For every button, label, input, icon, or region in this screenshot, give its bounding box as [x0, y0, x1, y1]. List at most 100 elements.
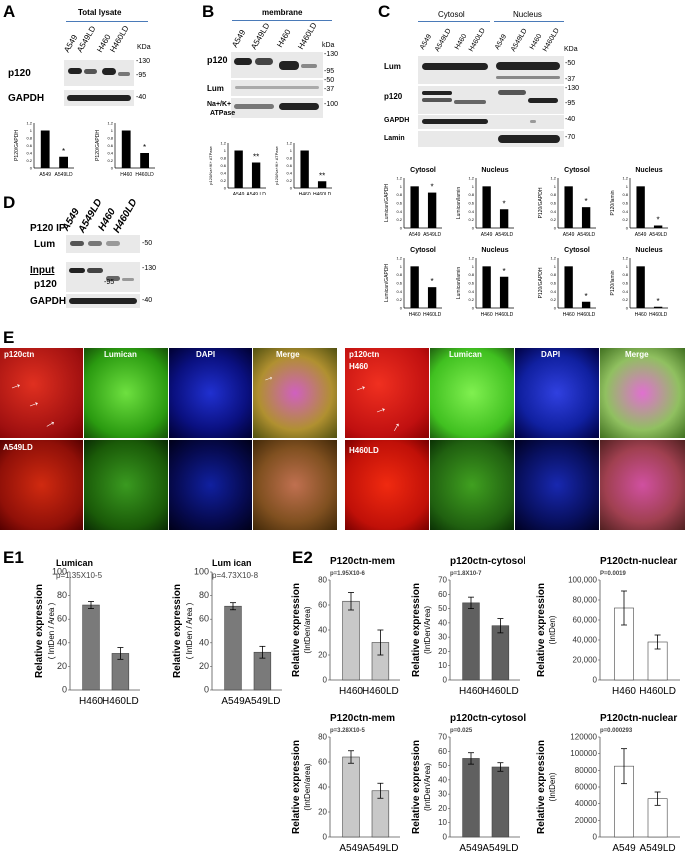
- category-label: A549: [339, 843, 363, 854]
- bar: [251, 162, 261, 188]
- tick-label: 0: [472, 306, 475, 311]
- tick-label: 0.6: [26, 143, 32, 148]
- tick-label: 0.6: [107, 143, 113, 148]
- tick-label: 0: [323, 676, 328, 685]
- bar: [564, 186, 573, 228]
- tile-merge-bottom: [253, 440, 337, 530]
- category-label: H460LD: [423, 312, 442, 318]
- category-label: A549LD: [577, 232, 595, 238]
- tick-label: 0.6: [550, 281, 556, 286]
- chart-title: Cytosol: [564, 167, 590, 174]
- bar: [499, 209, 509, 228]
- marker: -50: [324, 77, 335, 84]
- category-label: H460LD: [649, 312, 668, 318]
- group-cytosol: Cytosol: [438, 10, 465, 19]
- lane-label: A549: [493, 33, 509, 51]
- category-label: A549: [459, 843, 483, 854]
- tick-label: 0.8: [107, 136, 113, 141]
- chart-e2-6: P120ctn-nuclear p=0.000293 Relative expres…: [536, 713, 680, 854]
- tick-label: 0.2: [396, 217, 402, 222]
- chart-title: Cytosol: [564, 247, 590, 254]
- marker: -50: [565, 60, 576, 67]
- tile-dapi-top: [515, 348, 599, 438]
- chart-title: P120ctn-nuclear: [600, 556, 677, 567]
- bar: [482, 266, 491, 308]
- tick-label: 1.2: [286, 141, 292, 146]
- chart-c-7: Cytosol P120/GAPDH 1.2 1 0.8 0.6 0.4 0.2 0 H460 H4…: [538, 247, 596, 318]
- tick-label: 0.6: [550, 201, 556, 206]
- col-label: p120ctn: [349, 350, 380, 359]
- col-label: Lumican: [449, 350, 482, 359]
- blot-b-p120: [231, 52, 323, 78]
- tile-p120-top: [0, 348, 83, 438]
- tick-label: 1: [400, 264, 403, 269]
- category-label: H460: [481, 312, 493, 318]
- tick-label: 1.2: [220, 141, 226, 146]
- y-axis-label: Lumican/lamin: [456, 187, 462, 219]
- tick-label: 0: [204, 685, 209, 695]
- tick-label: 40: [438, 775, 447, 784]
- lane-label: H460LD: [467, 27, 487, 53]
- tick-label: 1.2: [622, 256, 628, 261]
- tick-label: 100,000: [568, 576, 597, 585]
- marker: -40: [136, 94, 147, 101]
- tick-label: 20: [438, 804, 447, 813]
- tick-label: 60: [438, 590, 447, 599]
- row-label-lamin: Lamin: [384, 135, 405, 142]
- tick-label: 20: [318, 808, 327, 817]
- significance-mark: *: [62, 147, 65, 156]
- row-label: A549LD: [3, 443, 33, 452]
- y-axis-label: Relative expression: [536, 583, 547, 677]
- tick-label: 60: [57, 614, 67, 624]
- bar: [410, 266, 419, 308]
- tick-label: 1: [400, 184, 403, 189]
- marker: -40: [565, 116, 576, 123]
- category-label: H460LD: [482, 686, 519, 697]
- category-label: A549: [481, 232, 493, 238]
- tick-label: 0.6: [468, 281, 474, 286]
- tick-label: 0.6: [622, 281, 628, 286]
- tick-label: 1: [554, 184, 557, 189]
- blot-c-lum: [418, 56, 564, 84]
- category-label: H460LD: [135, 172, 154, 178]
- bar: [581, 207, 591, 228]
- tick-label: 0.8: [286, 156, 292, 161]
- tick-label: 0: [443, 833, 448, 842]
- tick-label: 0: [111, 166, 114, 171]
- tick-label: 70: [438, 576, 447, 585]
- p-value-label: p=3.28X10-5: [330, 728, 366, 734]
- tick-label: 0.4: [468, 289, 474, 294]
- col-label: Merge: [276, 350, 300, 359]
- row-label-input: Input: [30, 265, 55, 276]
- significance-mark: **: [253, 153, 259, 162]
- y-axis-label: Relative expression: [536, 740, 547, 834]
- category-label: A549: [39, 172, 51, 178]
- row-label-p120: p120: [207, 55, 228, 65]
- tick-label: 100: [194, 567, 209, 577]
- significance-mark: **: [319, 171, 325, 180]
- tick-label: 70: [438, 733, 447, 742]
- tick-label: 1: [111, 128, 114, 133]
- panel-b-label: B: [202, 2, 215, 21]
- chart-b-right: p120/Na+/K+ ATPase 1.2 1 0.8 0.6 0.4 0.2 0 H460 H…: [274, 141, 332, 195]
- marker: -95: [324, 68, 335, 75]
- tick-label: 50: [438, 761, 447, 770]
- lane-label: H460: [453, 33, 469, 51]
- tick-label: 1.2: [468, 256, 474, 261]
- tick-label: 60,000: [573, 616, 598, 625]
- tick-label: 0.4: [468, 209, 474, 214]
- bar: [499, 276, 509, 308]
- bar: [491, 766, 510, 838]
- tick-label: 10: [438, 818, 447, 827]
- chart-b-left: p120/Na+/K+ ATPase 1.2 1 0.8 0.6 0.4 0.2 0 A549 A…: [208, 141, 266, 196]
- tile-lumican-bottom: [84, 440, 168, 530]
- tick-label: 40: [318, 626, 327, 635]
- y-axis-label: P120/lamin: [610, 270, 616, 295]
- tick-label: 0.2: [622, 297, 628, 302]
- bar: [653, 225, 663, 228]
- tick-label: 0: [400, 226, 403, 231]
- chart-e2-5: p120ctn-cytosol p=0.025 Relative expressio…: [411, 713, 526, 854]
- chart-e2-4: P120ctn-mem p=3.28X10-5 Relative expressio…: [291, 713, 400, 854]
- significance-mark: *: [585, 197, 588, 206]
- bar: [59, 156, 68, 168]
